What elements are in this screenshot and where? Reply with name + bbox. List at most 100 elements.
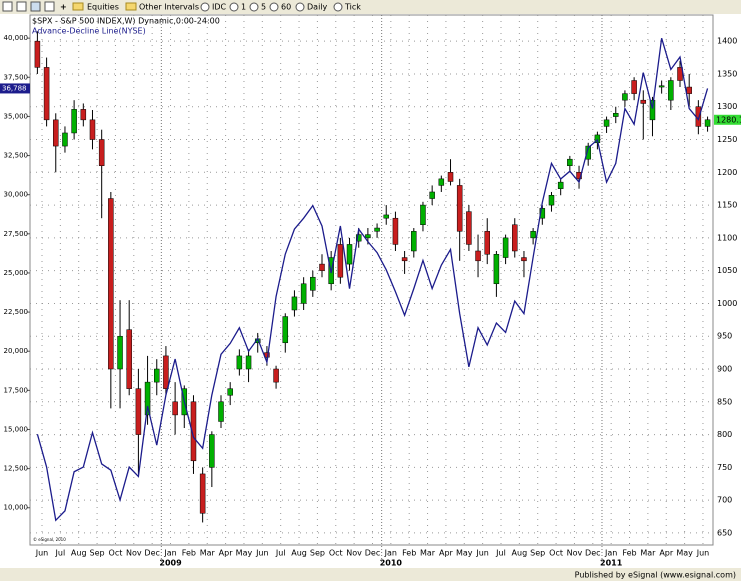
- toolbar-item[interactable]: IDC: [212, 3, 227, 12]
- candle-body: [539, 208, 546, 219]
- x-tick-label: Oct: [549, 549, 563, 558]
- toolbar-item[interactable]: 60: [281, 3, 291, 12]
- folder-icon: [72, 2, 84, 11]
- candle-body: [300, 283, 307, 304]
- candle-body: [576, 172, 582, 180]
- radio[interactable]: [200, 2, 210, 12]
- copyright: © eSignal, 2010: [33, 537, 66, 542]
- y-tick-label: 37,500: [4, 73, 29, 81]
- candle-body: [613, 113, 619, 117]
- legend-entry: Advance-Decline Line(NYSE): [32, 27, 146, 36]
- candle-body: [108, 198, 114, 370]
- toolbar-item[interactable]: Equities: [87, 3, 119, 12]
- x-tick-label: Jun: [35, 549, 49, 558]
- year-label: 2011: [600, 559, 623, 568]
- radio[interactable]: [333, 2, 343, 12]
- y-tick-label: 10,000: [4, 504, 29, 512]
- year-label: 2009: [159, 559, 182, 568]
- last-value-box: [0, 83, 30, 94]
- candle-body: [172, 401, 178, 416]
- x-tick-label: Sep: [530, 549, 545, 558]
- icon[interactable]: [2, 1, 13, 12]
- candle-body: [199, 473, 206, 514]
- toolbar-item[interactable]: Tick: [344, 3, 361, 12]
- candle-body: [319, 263, 325, 271]
- x-tick-label: Jul: [275, 549, 286, 558]
- candle-body: [62, 132, 68, 147]
- toolbar-item[interactable]: Daily: [307, 3, 328, 12]
- x-tick-label: Feb: [182, 549, 196, 558]
- x-tick-label: Dec: [585, 549, 600, 558]
- plot: 650 700 750 800 850 900 950 1000 1050 1100 1150 120…: [0, 15, 741, 568]
- x-tick-label: Nov: [567, 549, 583, 558]
- radio[interactable]: [229, 2, 239, 12]
- toolbar-item[interactable]: 1: [241, 3, 246, 12]
- plus-icon[interactable]: +: [60, 3, 67, 12]
- candle-body: [493, 254, 500, 285]
- y2-tick-label: 1000: [717, 299, 737, 308]
- footer-bar: [0, 568, 741, 581]
- x-tick-label: Oct: [109, 549, 123, 558]
- candle-body: [401, 257, 408, 262]
- x-tick-label: May: [236, 549, 253, 558]
- x-tick-label: May: [456, 549, 473, 558]
- x-tick-label: Mar: [420, 549, 436, 558]
- icon[interactable]: [30, 1, 41, 12]
- y2-tick-label: 1200: [717, 168, 737, 177]
- candle-body: [521, 257, 527, 262]
- toolbar-item[interactable]: 5: [261, 3, 266, 12]
- y2-tick-label: 650: [717, 528, 732, 537]
- candle-body: [218, 401, 224, 422]
- y-tick-label: 17,500: [4, 386, 29, 394]
- x-tick-label: Apr: [659, 549, 674, 558]
- y2-tick-label: 1100: [717, 233, 737, 242]
- x-tick-label: Apr: [219, 549, 234, 558]
- year-label: 2010: [380, 559, 403, 568]
- radio[interactable]: [295, 2, 305, 12]
- radio[interactable]: [269, 2, 279, 12]
- y-tick-label: 25,000: [4, 269, 29, 277]
- x-tick-label: Jan: [604, 549, 617, 558]
- y2-tick-label: 1250: [717, 135, 737, 144]
- candle-body: [447, 172, 454, 182]
- toolbar: + Equities Other Intervals IDC 1 5 60 Da…: [0, 0, 741, 14]
- candle-body: [291, 296, 298, 311]
- x-tick-label: Jan: [163, 549, 176, 558]
- candle-body: [282, 316, 289, 344]
- y2-tick-label: 850: [717, 397, 732, 406]
- y2-tick-label: 1150: [717, 201, 737, 210]
- last-price-label: 1280.1: [716, 115, 741, 124]
- candle-body: [98, 139, 105, 166]
- icon[interactable]: [16, 1, 27, 12]
- x-tick-label: Dec: [144, 549, 159, 558]
- candle-body: [475, 250, 481, 262]
- x-tick-label: Feb: [622, 549, 636, 558]
- candle-body: [704, 119, 711, 127]
- x-tick-label: Jul: [495, 549, 506, 558]
- candle-body: [355, 234, 362, 242]
- y-tick-label: 27,500: [4, 230, 29, 238]
- candle-body: [622, 93, 628, 101]
- ad-line: [36, 37, 709, 522]
- candle-body: [429, 191, 435, 199]
- candle-body: [34, 40, 41, 68]
- y-tick-label: 40,000: [4, 34, 29, 42]
- candle-body: [567, 158, 573, 166]
- x-tick-label: Aug: [512, 549, 528, 558]
- y2-tick-label: 700: [717, 496, 732, 505]
- candle-body: [117, 335, 123, 370]
- footer: Published by eSignal (www.esignal.com): [575, 571, 736, 580]
- radio[interactable]: [249, 2, 259, 12]
- candle-body: [71, 109, 77, 134]
- toolbar-item[interactable]: Other Intervals: [139, 3, 199, 12]
- candle-body: [557, 181, 564, 189]
- candle-body: [649, 99, 656, 121]
- y2-tick-label: 1050: [717, 266, 737, 275]
- icon[interactable]: [44, 1, 55, 12]
- candle-body: [273, 368, 279, 383]
- candle-body: [43, 67, 50, 121]
- candle-body: [603, 119, 610, 127]
- candle-body: [420, 204, 426, 226]
- candle-body: [163, 355, 169, 389]
